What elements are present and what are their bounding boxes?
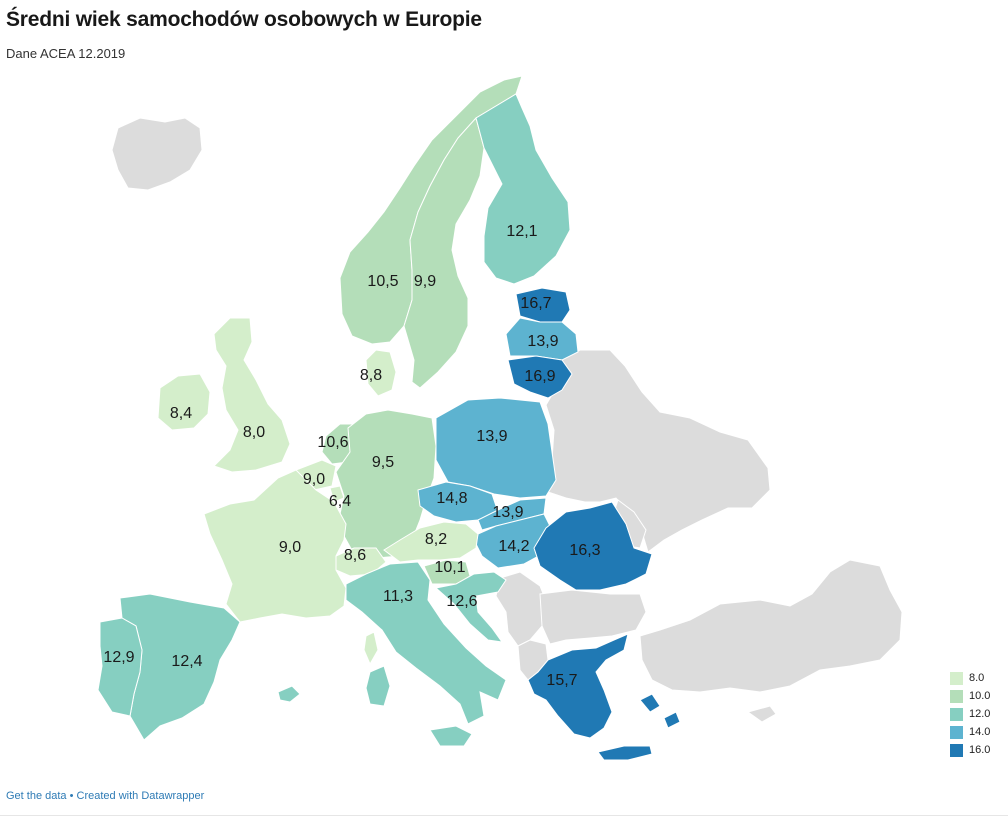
country-greek-islands[interactable] — [639, 693, 681, 729]
legend-item: 10.0 — [950, 687, 1006, 705]
label-sweden: 9,9 — [414, 273, 436, 290]
country-sicily[interactable] — [429, 725, 473, 747]
legend-swatch — [950, 725, 963, 739]
bottom-divider — [0, 815, 1008, 816]
label-poland: 13,9 — [476, 428, 507, 445]
country-austria[interactable] — [383, 521, 479, 563]
legend-label: 12.0 — [969, 708, 991, 720]
legend-item: 14.0 — [950, 723, 1006, 741]
no-data-regions — [111, 117, 903, 723]
footer-separator: • — [69, 790, 77, 802]
country-croatia[interactable] — [434, 571, 507, 643]
country-crete[interactable] — [597, 745, 653, 761]
label-ireland: 8,4 — [170, 405, 192, 422]
country-france[interactable] — [203, 469, 347, 623]
country-finland[interactable] — [475, 93, 571, 285]
data-regions — [97, 75, 681, 761]
label-united-kingdom: 8,0 — [243, 424, 265, 441]
label-slovakia: 13,9 — [492, 504, 523, 521]
label-spain: 12,4 — [171, 653, 202, 670]
legend-item: 16.0 — [950, 741, 1006, 759]
label-france: 9,0 — [279, 539, 301, 556]
legend-swatch — [950, 743, 963, 757]
country-iceland — [111, 117, 203, 191]
legend-item: 8.0 — [950, 669, 1006, 687]
country-romania[interactable] — [533, 501, 653, 591]
label-romania: 16,3 — [569, 542, 600, 559]
country-portugal[interactable] — [97, 617, 143, 717]
country-latvia[interactable] — [505, 317, 579, 361]
country-corsica[interactable] — [363, 631, 379, 666]
country-cyprus — [746, 705, 777, 723]
legend-label: 8.0 — [969, 672, 985, 684]
label-netherlands: 10,6 — [317, 434, 348, 451]
country-ireland[interactable] — [157, 373, 211, 431]
country-balearic[interactable] — [277, 685, 301, 703]
legend-label: 10.0 — [969, 690, 991, 702]
country-italy[interactable] — [345, 561, 507, 725]
legend-label: 14.0 — [969, 726, 991, 738]
label-luxembourg: 6,4 — [329, 493, 351, 510]
label-belgium: 9,0 — [303, 471, 325, 488]
chart-subtitle: Dane ACEA 12.2019 — [6, 46, 126, 61]
label-greece: 15,7 — [546, 672, 577, 689]
country-switzerland[interactable] — [335, 547, 387, 577]
legend-item: 12.0 — [950, 705, 1006, 723]
label-hungary: 14,2 — [498, 538, 529, 555]
datawrapper-link[interactable]: Created with Datawrapper — [76, 790, 205, 802]
label-slovenia: 10,1 — [434, 559, 465, 576]
label-portugal: 12,9 — [103, 649, 134, 666]
label-italy: 11,3 — [383, 588, 413, 605]
label-croatia: 12,6 — [446, 593, 477, 610]
legend-label: 16.0 — [969, 744, 991, 756]
legend-swatch — [950, 707, 963, 721]
label-germany: 9,5 — [372, 454, 394, 471]
country-sardinia[interactable] — [365, 665, 391, 707]
country-estonia[interactable] — [515, 287, 571, 323]
label-estonia: 16,7 — [520, 295, 551, 312]
country-turkey — [639, 559, 903, 693]
label-czechia: 14,8 — [436, 490, 467, 507]
country-bulgaria-balkans-east — [539, 589, 647, 645]
label-norway: 10,5 — [367, 273, 398, 290]
country-greece[interactable] — [527, 633, 629, 739]
legend-swatch — [950, 671, 963, 685]
footer: Get the data • Created with Datawrapper — [6, 790, 204, 802]
country-united-kingdom[interactable] — [213, 317, 291, 473]
get-the-data-link[interactable]: Get the data — [6, 790, 67, 802]
value-labels: 12,1 9,9 10,5 16,7 13,9 16,9 8,8 8,4 8,0… — [103, 223, 600, 689]
color-legend: 8.0 10.0 12.0 14.0 16.0 — [950, 669, 1006, 759]
label-finland: 12,1 — [506, 223, 537, 240]
europe-map: 12,1 9,9 10,5 16,7 13,9 16,9 8,8 8,4 8,0… — [0, 60, 1008, 780]
label-switzerland: 8,6 — [344, 547, 366, 564]
legend-swatch — [950, 689, 963, 703]
label-latvia: 13,9 — [527, 333, 558, 350]
country-lithuania[interactable] — [507, 355, 573, 399]
chart-title: Średni wiek samochodów osobowych w Europ… — [6, 8, 482, 31]
country-denmark[interactable] — [365, 349, 397, 397]
country-sweden[interactable] — [403, 116, 485, 389]
label-austria: 8,2 — [425, 531, 447, 548]
label-lithuania: 16,9 — [524, 368, 555, 385]
label-denmark: 8,8 — [360, 367, 382, 384]
